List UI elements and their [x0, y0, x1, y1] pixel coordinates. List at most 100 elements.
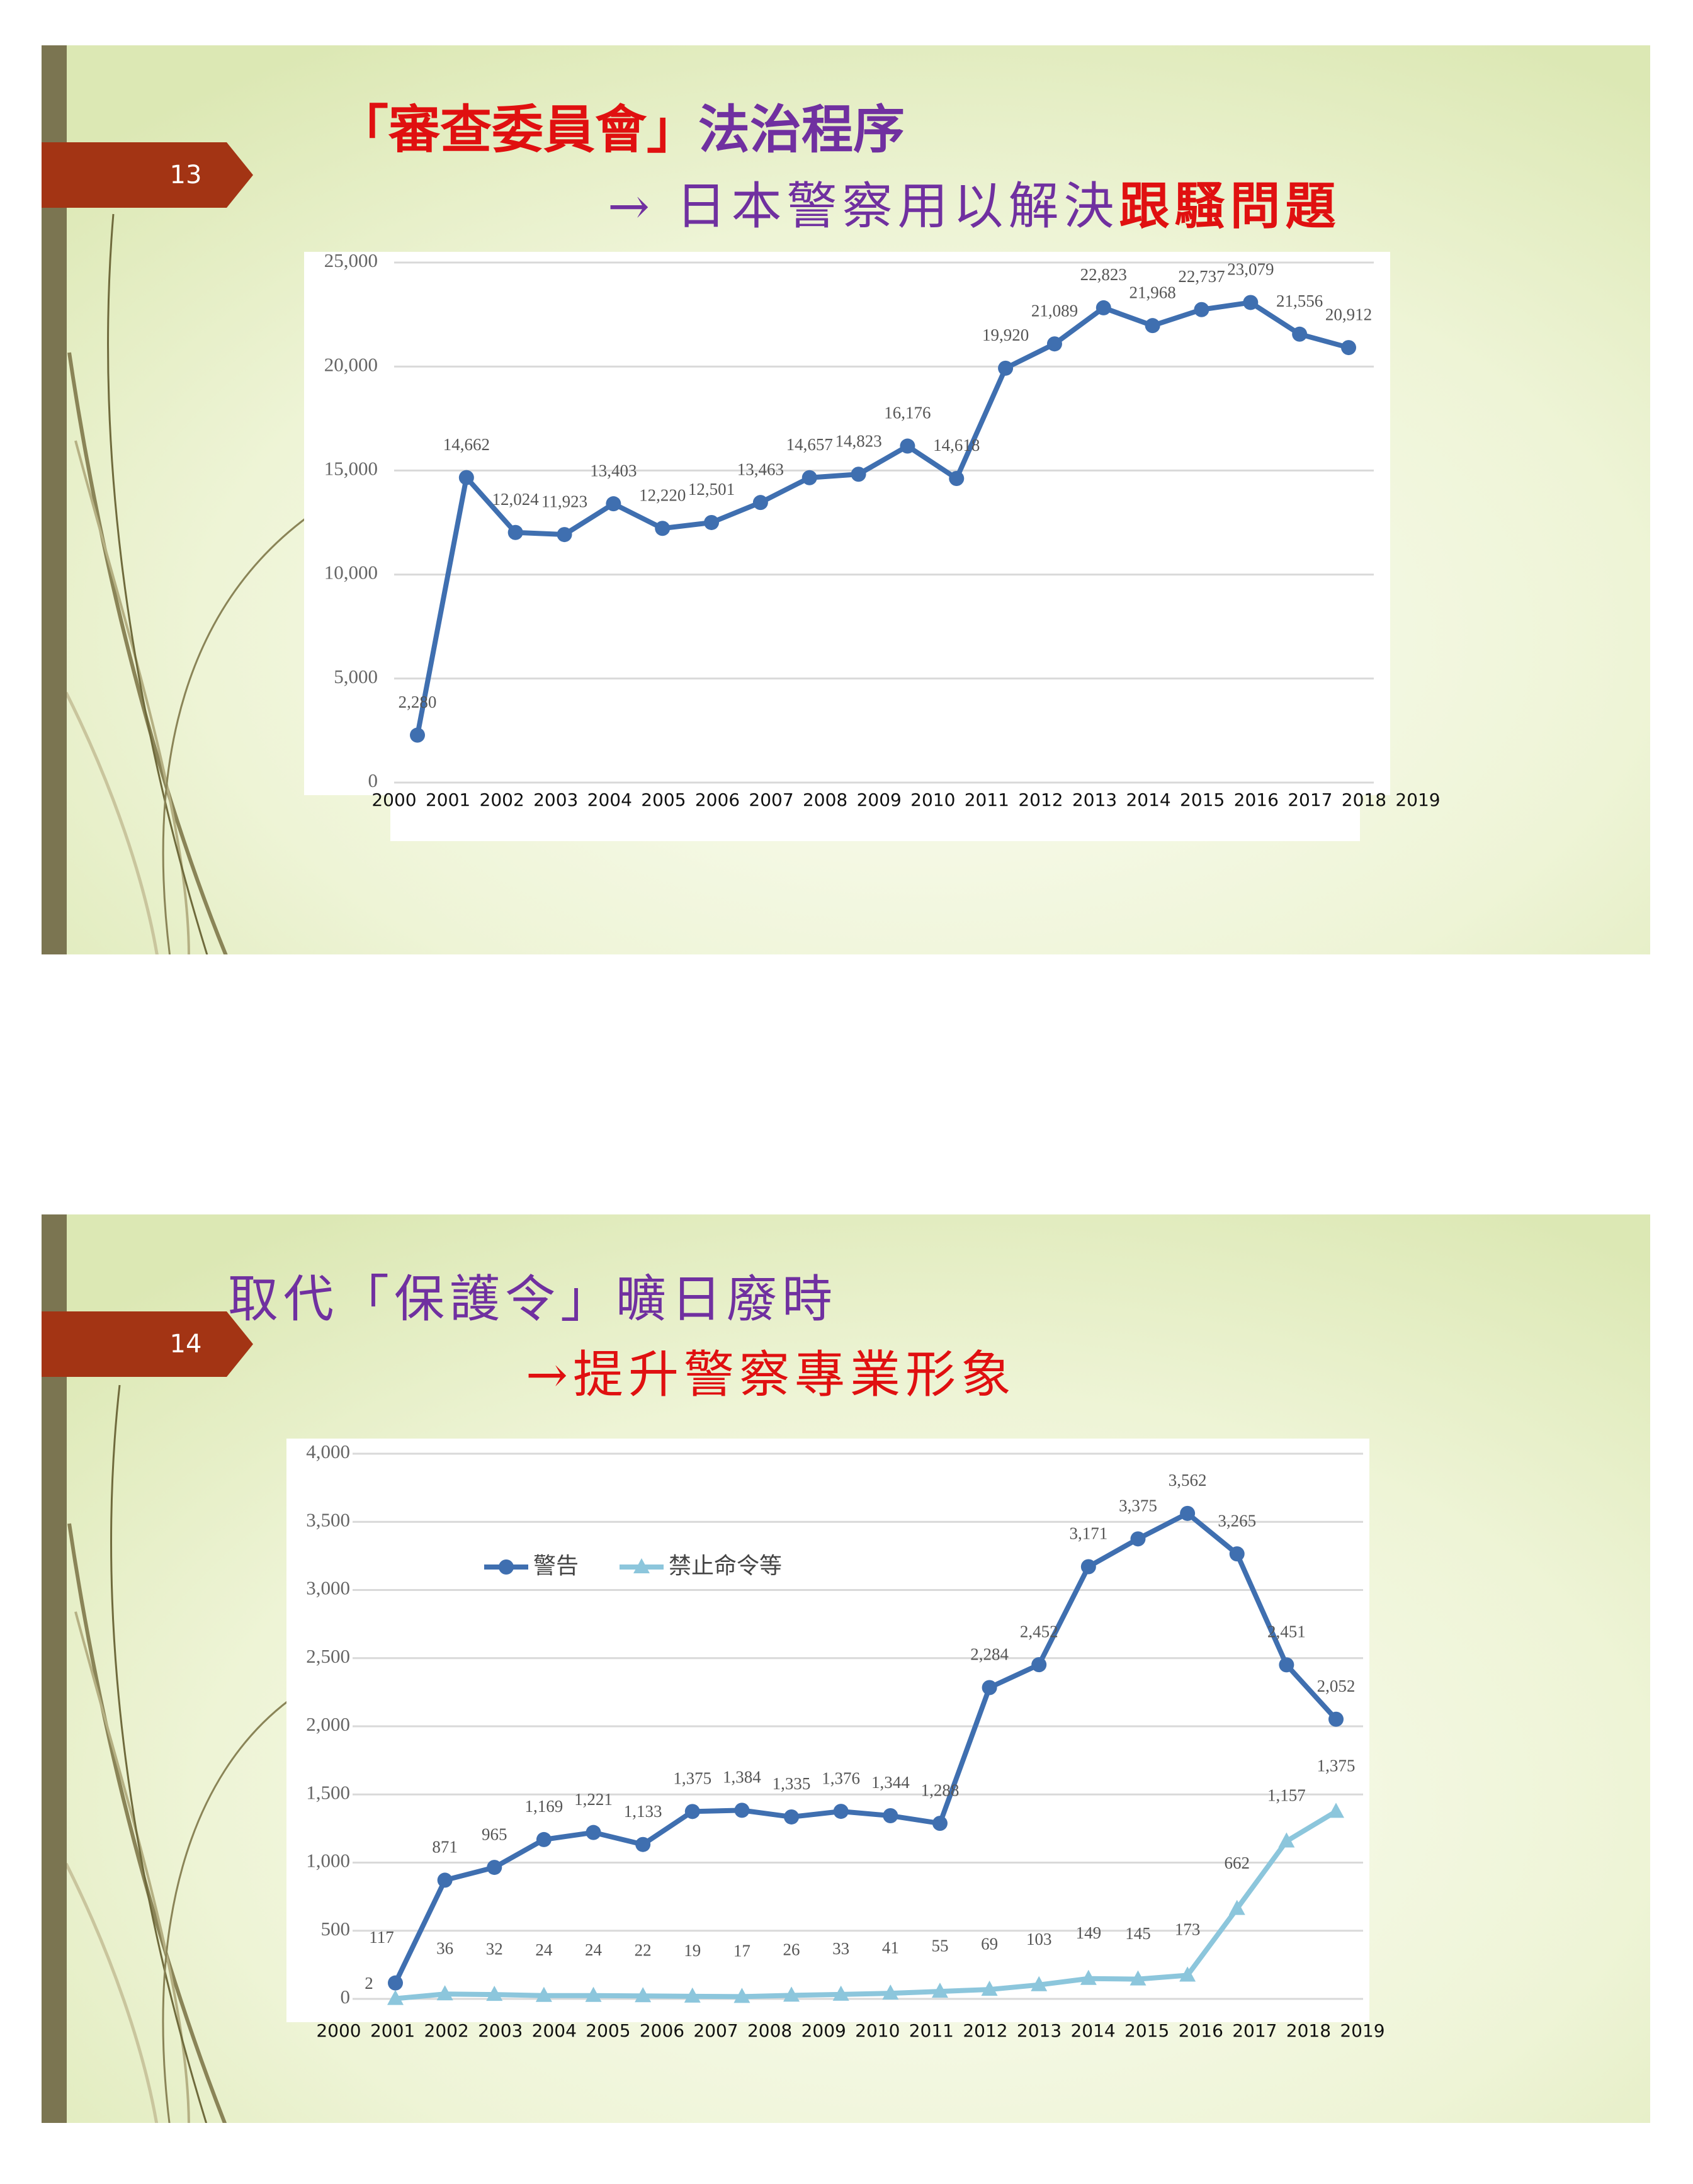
y-tick-label: 1,500	[306, 1781, 350, 1803]
x-tick-label: 2000	[316, 2020, 361, 2041]
data-point	[437, 1872, 453, 1888]
data-point	[1328, 1711, 1344, 1727]
data-point	[557, 527, 572, 543]
data-label: 12,501	[688, 480, 735, 499]
data-point	[1278, 1832, 1295, 1848]
slide-title: 取代「保護令」曠日廢時	[228, 1270, 837, 1328]
data-point	[832, 1985, 849, 2001]
x-tick-label: 2019	[1395, 789, 1440, 810]
data-point	[981, 1981, 998, 1996]
data-label: 36	[436, 1938, 453, 1957]
decoration	[64, 1384, 290, 2123]
x-tick-label: 2012	[1018, 789, 1063, 810]
data-point	[783, 1986, 800, 2002]
data-label: 965	[482, 1825, 507, 1843]
data-point	[586, 1825, 601, 1840]
data-label: 3,562	[1169, 1471, 1207, 1490]
x-tick-label: 2016	[1234, 789, 1279, 810]
data-point	[932, 1816, 948, 1831]
y-tick-label: 500	[321, 1918, 351, 1940]
data-point	[734, 1802, 750, 1818]
data-point	[1328, 1802, 1344, 1818]
data-point	[851, 467, 866, 482]
data-point	[1229, 1546, 1245, 1562]
data-point	[507, 524, 523, 540]
data-label: 20,912	[1325, 305, 1372, 324]
data-point	[387, 1989, 404, 2005]
chart-area	[390, 795, 1360, 841]
data-point	[1243, 295, 1259, 310]
data-label: 19	[684, 1941, 701, 1960]
data-label: 17	[733, 1942, 750, 1961]
data-label: 1,376	[822, 1768, 860, 1787]
data-point	[704, 514, 720, 530]
data-label: 22,823	[1080, 265, 1127, 284]
x-tick-label: 2008	[747, 2020, 792, 2041]
data-label: 22,737	[1178, 267, 1225, 286]
data-point	[1341, 340, 1356, 356]
data-point	[684, 1987, 701, 2003]
chart: 0 5,000 10,000 15,000 20,000 25,000 2000 2001 20…	[324, 249, 1441, 810]
x-tick-label: 2010	[855, 2020, 900, 2041]
y-tick-label: 1,000	[306, 1850, 350, 1872]
data-label: 22	[635, 1940, 652, 1959]
x-tick-label: 2003	[478, 2020, 523, 2041]
data-point	[635, 1987, 652, 2003]
data-point	[487, 1860, 502, 1876]
decoration	[64, 213, 309, 954]
x-tick-label: 2009	[801, 2020, 846, 2041]
x-tick-label: 2006	[640, 2020, 684, 2041]
data-point	[883, 1808, 898, 1824]
data-point	[833, 1804, 849, 1819]
x-tick-label: 2014	[1070, 2020, 1115, 2041]
x-tick-label: 2002	[424, 2020, 469, 2041]
x-tick-label: 2015	[1124, 2020, 1169, 2041]
data-label: 1,157	[1267, 1786, 1306, 1805]
data-label: 23,079	[1227, 260, 1274, 279]
data-point	[1046, 336, 1062, 352]
y-tick-label: 20,000	[324, 353, 378, 375]
x-tick-label: 2015	[1180, 789, 1225, 810]
chart-area	[286, 1439, 1369, 2022]
data-point	[1031, 1657, 1047, 1673]
data-label: 2,284	[970, 1645, 1009, 1664]
data-label: 1,375	[673, 1769, 711, 1788]
x-tick-label: 2002	[480, 789, 524, 810]
data-point	[1145, 318, 1160, 334]
slide: 13 「審查委員會」法治程序 → 日本警察用以解決跟騷問題 0 5,000 10,0…	[42, 45, 1650, 954]
data-label: 149	[1076, 1923, 1102, 1942]
data-point	[801, 470, 817, 485]
page-tab	[42, 142, 253, 208]
data-label: 24	[585, 1940, 603, 1959]
data-label: 3,171	[1069, 1524, 1107, 1543]
page-number: 14	[170, 1330, 202, 1359]
x-tick-label: 2004	[532, 2020, 577, 2041]
data-label: 2,451	[1267, 1622, 1306, 1641]
y-tick-label: 2,000	[306, 1713, 350, 1735]
data-point	[733, 1988, 750, 2003]
y-tick-label: 3,500	[306, 1508, 350, 1530]
data-label: 2,280	[399, 693, 437, 711]
data-point	[1080, 1969, 1097, 1985]
x-tick-label: 2001	[370, 2020, 415, 2041]
x-tick-label: 2010	[910, 789, 955, 810]
data-point	[752, 495, 768, 511]
data-point	[535, 1986, 552, 2002]
x-tick-label: 2007	[693, 2020, 738, 2041]
x-tick-label: 2003	[533, 789, 578, 810]
data-point	[784, 1809, 800, 1825]
data-label: 117	[369, 1928, 394, 1947]
data-point	[1279, 1657, 1294, 1673]
data-label: 1,133	[624, 1802, 662, 1821]
data-label: 14,823	[835, 431, 881, 450]
data-point	[486, 1986, 503, 2001]
data-label: 11,923	[541, 492, 587, 511]
data-label: 662	[1224, 1853, 1250, 1872]
subtitle-part: → 日本警察用以解決	[608, 177, 1119, 235]
legend-marker	[499, 1559, 514, 1575]
data-label: 24	[535, 1940, 553, 1959]
y-tick-label: 4,000	[306, 1440, 350, 1463]
data-label: 32	[486, 1939, 503, 1958]
data-label: 14,662	[443, 435, 490, 454]
data-label: 1,384	[723, 1768, 761, 1787]
